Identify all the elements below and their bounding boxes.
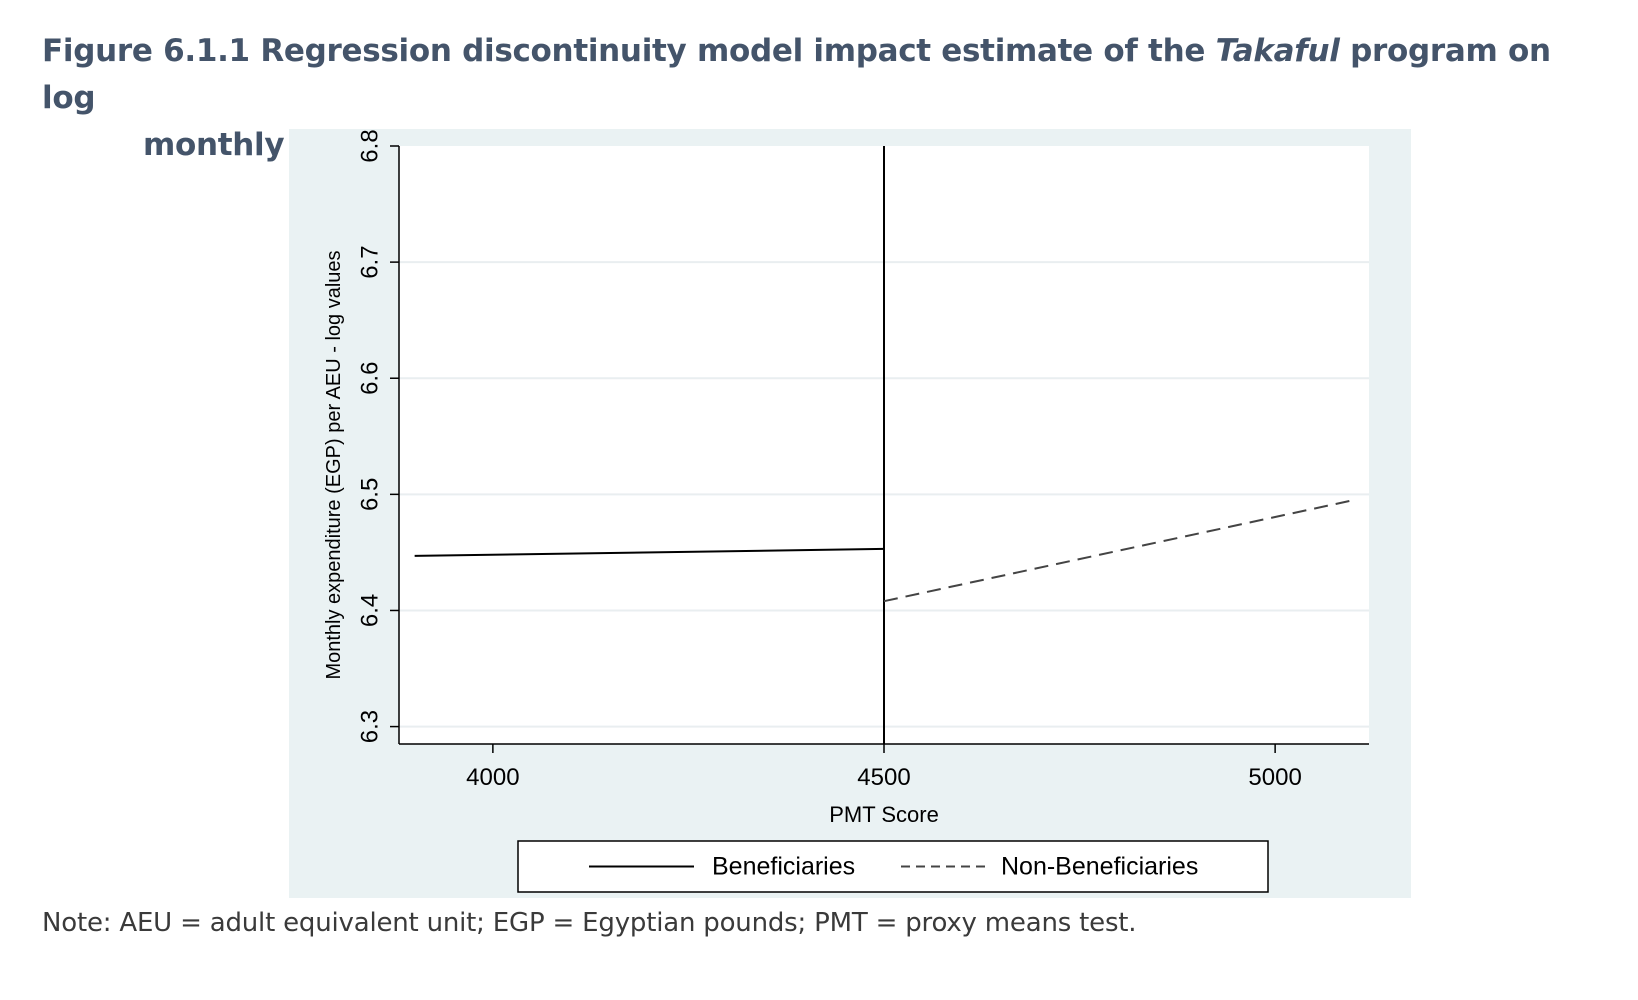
regression-discontinuity-chart: 6.3 6.4 6.5 6.6 6.7 6.8 4000 4500 5000 PMT Score M… — [323, 129, 1369, 893]
figure-panel: 6.3 6.4 6.5 6.6 6.7 6.8 4000 4500 5000 PMT Score M… — [289, 129, 1411, 898]
caption-suffix: program on log — [42, 33, 1551, 116]
legend: Beneficiaries Non-Beneficiaries — [517, 840, 1269, 893]
axis-labels: 6.3 6.4 6.5 6.6 6.7 6.8 4000 4500 5000 PMT Score M… — [323, 129, 1302, 827]
y-tick-label: 6.7 — [357, 245, 384, 278]
y-axis-title: Monthly expenditure (EGP) per AEU - log … — [323, 250, 345, 679]
series-line-non-beneficiaries — [883, 499, 1354, 603]
series-lines — [414, 146, 1354, 744]
x-tick-label: 4000 — [466, 764, 519, 791]
caption-prefix: Figure 6.1.1 Regression discontinuity mo… — [42, 33, 1216, 69]
figure-note: Note: AEU = adult equivalent unit; EGP =… — [42, 908, 1137, 938]
y-tick-label: 6.4 — [357, 594, 384, 627]
x-axis-title: PMT Score — [829, 802, 939, 827]
series-line-beneficiaries — [414, 547, 885, 557]
y-tick-label: 6.5 — [357, 478, 384, 511]
x-tick-label: 5000 — [1248, 764, 1301, 791]
x-tick-label: 4500 — [857, 764, 910, 791]
y-tick-label: 6.3 — [357, 710, 384, 743]
caption-program-name: Takaful — [1215, 33, 1340, 69]
legend-label-beneficiaries: Beneficiaries — [712, 853, 855, 881]
y-tick-label: 6.8 — [357, 129, 384, 162]
y-tick-label: 6.6 — [357, 362, 384, 395]
legend-label-non-beneficiaries: Non-Beneficiaries — [1001, 853, 1198, 881]
